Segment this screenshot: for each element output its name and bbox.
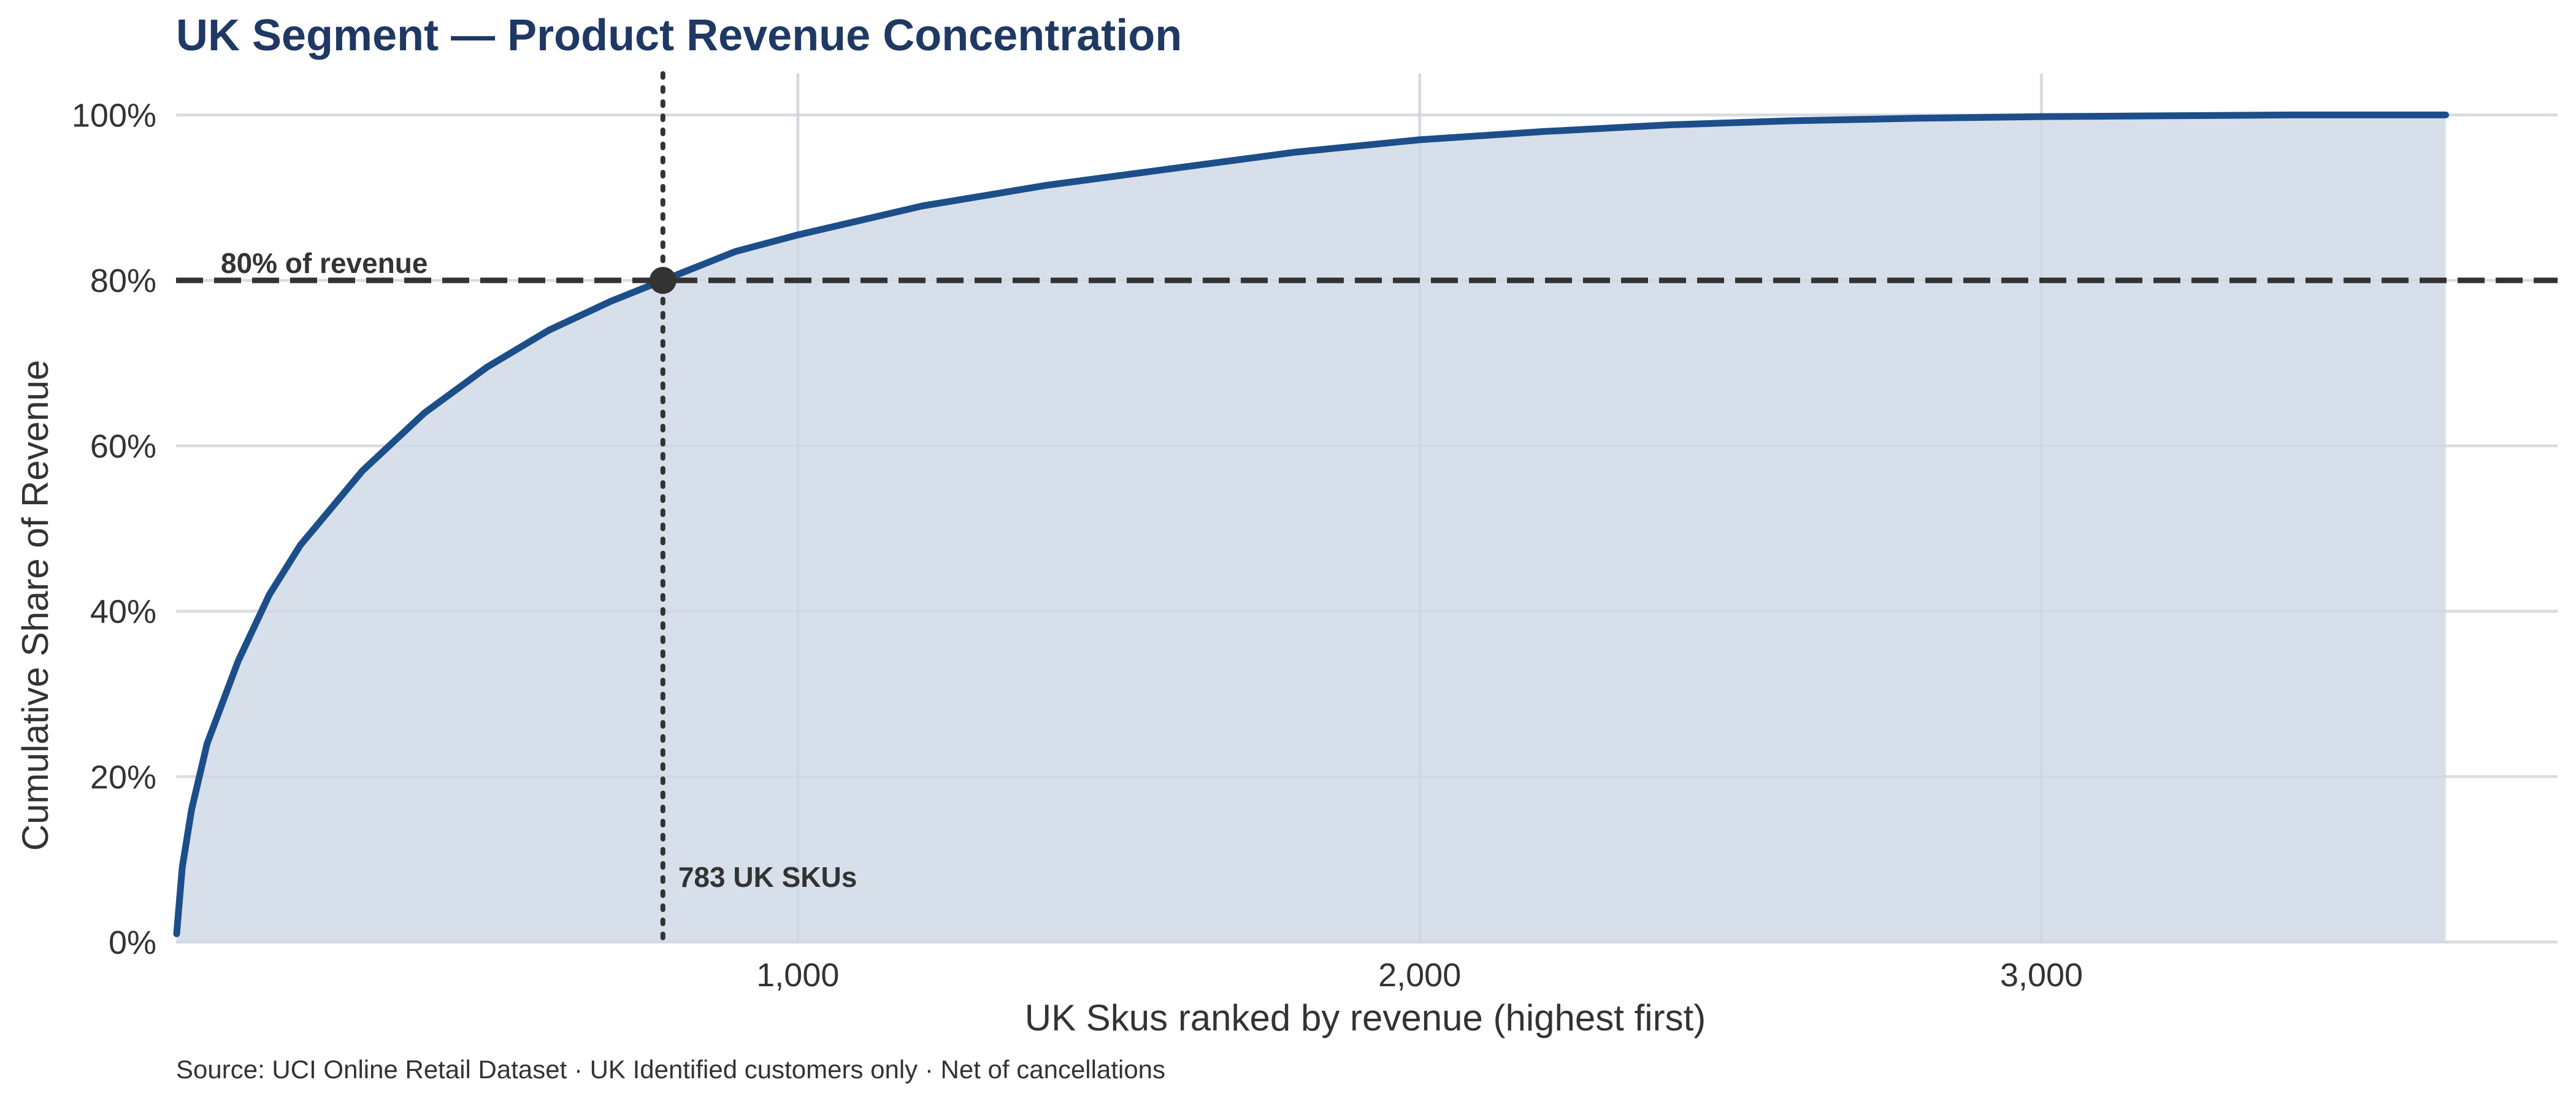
x-axis-label: UK Skus ranked by revenue (highest first… — [1025, 997, 1706, 1038]
sku-count-label: 783 UK SKUs — [678, 861, 857, 893]
y-tick-label: 80% — [90, 263, 156, 299]
plot-area — [173, 74, 2558, 943]
source-note: Source: UCI Online Retail Dataset · UK I… — [176, 1055, 1165, 1084]
y-tick-label: 60% — [90, 428, 156, 465]
chart-title: UK Segment — Product Revenue Concentrati… — [176, 11, 1182, 60]
cumulative-area-fill — [177, 115, 2446, 942]
x-tick-label: 2,000 — [1378, 957, 1461, 994]
cumulative-share-line — [173, 111, 2449, 937]
intersection-marker — [649, 267, 677, 294]
x-tick-label: 3,000 — [2000, 957, 2083, 994]
y-tick-label: 100% — [72, 97, 156, 134]
axis-ticks: 0% 20% 40% 60% 80% 100% 1,000 2,000 3,000 — [72, 97, 2083, 994]
threshold-label: 80% of revenue — [221, 247, 427, 279]
y-tick-label: 0% — [109, 924, 156, 961]
y-tick-label: 20% — [90, 759, 156, 795]
reference-lines: 80% of revenue 783 UK SKUs — [176, 71, 2558, 945]
y-tick-label: 40% — [90, 594, 156, 631]
x-tick-label: 1,000 — [756, 957, 839, 994]
y-axis-label: Cumulative Share of Revenue — [15, 360, 56, 851]
